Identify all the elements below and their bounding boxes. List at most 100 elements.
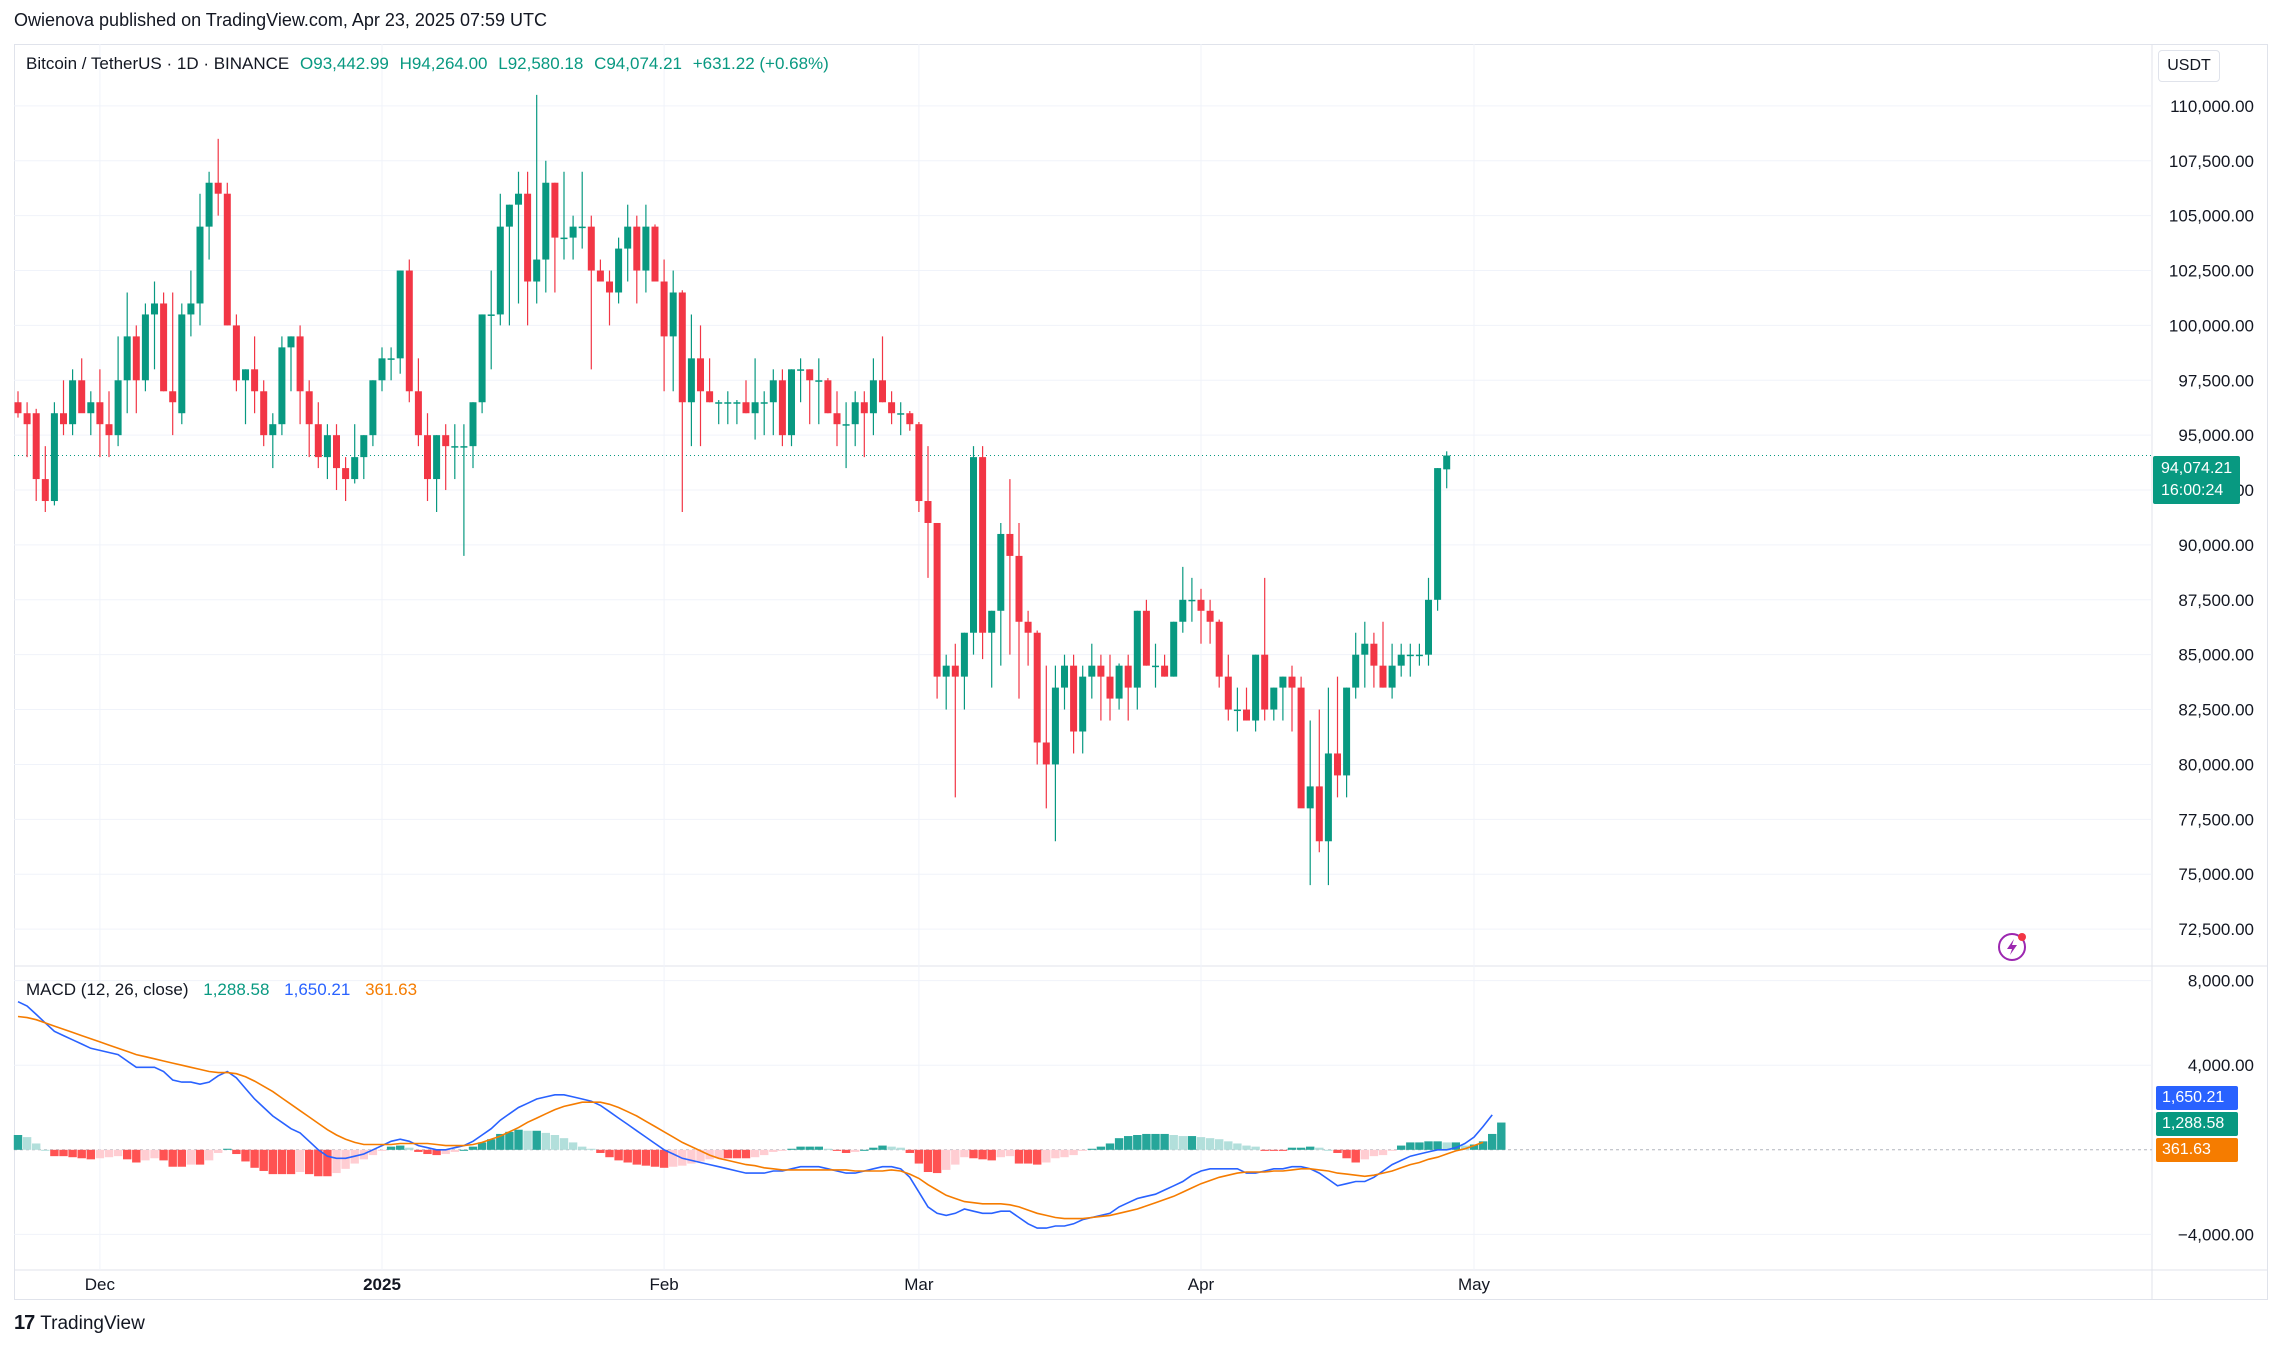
macd-histogram-bar [1151, 1133, 1160, 1150]
candle-body [1406, 654, 1414, 657]
candle-body [1288, 676, 1296, 688]
candle-body [733, 402, 741, 404]
candle-body [32, 413, 40, 480]
candle-body [587, 226, 595, 271]
candle-body [633, 226, 641, 271]
macd-histogram-bar [1478, 1141, 1488, 1150]
macd-histogram-bar [623, 1149, 632, 1163]
macd-histogram-bar [386, 1146, 396, 1150]
candle-body [1361, 643, 1369, 655]
symbol-name[interactable]: Bitcoin / TetherUS · 1D · BINANCE [26, 54, 290, 73]
macd-histogram-bar [1014, 1149, 1024, 1164]
candle-body [1388, 665, 1396, 688]
candle-body [469, 402, 477, 447]
candle-body [187, 303, 195, 315]
macd-line-value: 1,650.21 [284, 980, 351, 999]
candle-body [915, 424, 923, 502]
candle-body [1379, 665, 1387, 688]
macd-histogram-bar [1278, 1149, 1288, 1151]
macd-histogram-bar [295, 1149, 305, 1173]
macd-histogram-bar [514, 1129, 523, 1150]
macd-histogram-bar [878, 1145, 887, 1150]
candle-body [551, 182, 559, 238]
macd-histogram-bar [978, 1149, 987, 1160]
candle-body [1006, 533, 1014, 556]
candle-body [742, 402, 750, 414]
candle-body [487, 314, 495, 316]
macd-histogram-bar [1160, 1133, 1169, 1150]
macd-histogram-bar [851, 1149, 860, 1152]
candle-body [842, 424, 850, 426]
macd-histogram-bar [1078, 1149, 1087, 1151]
macd-histogram-bar [787, 1148, 796, 1150]
macd-histogram-bar [550, 1135, 560, 1150]
price-tick-label: 107,500.00 [2169, 152, 2254, 171]
candle-body [114, 380, 122, 436]
macd-histogram-bar [1442, 1142, 1451, 1150]
macd-histogram-bar [632, 1149, 641, 1165]
tradingview-logo-icon[interactable]: 17 [14, 1312, 35, 1334]
notification-dot-icon [2018, 933, 2026, 941]
candle-body [160, 303, 168, 392]
candle-body [1279, 676, 1287, 688]
macd-tick-label: 4,000.00 [2188, 1056, 2254, 1075]
price-tick-label: 102,500.00 [2169, 262, 2254, 281]
candle-body [1024, 621, 1032, 633]
candle-body [560, 237, 568, 240]
macd-histogram-bar [95, 1149, 105, 1159]
macd-indicator-name[interactable]: MACD (12, 26, close) [26, 980, 189, 999]
macd-histogram-bar [1133, 1135, 1142, 1150]
macd-histogram-bar [104, 1149, 114, 1158]
candle-body [1443, 455, 1451, 470]
footer-brand[interactable]: TradingView [40, 1312, 145, 1334]
macd-histogram-bar [1460, 1145, 1470, 1150]
macd-histogram-bar [1324, 1149, 1333, 1151]
macd-histogram-bar [1433, 1141, 1442, 1150]
macd-histogram-bar [769, 1149, 778, 1152]
candle-body [1370, 643, 1378, 666]
currency-button[interactable]: USDT [2158, 50, 2220, 82]
macd-histogram-bar [59, 1149, 68, 1157]
macd-histogram-bar [832, 1149, 842, 1151]
candle-body [788, 369, 795, 436]
candle-body [296, 336, 304, 392]
candle-body [424, 435, 431, 480]
macd-histogram-bar [423, 1149, 432, 1155]
candle-body [1051, 687, 1059, 765]
price-tick-label: 80,000.00 [2178, 755, 2254, 774]
macd-histogram-bar [487, 1139, 496, 1150]
candle-body [1397, 654, 1405, 666]
candle-body [942, 665, 950, 677]
macd-histogram-bar [41, 1149, 50, 1151]
candle-body [151, 303, 158, 315]
macd-histogram-bar [32, 1143, 41, 1150]
macd-histogram-bar [687, 1149, 696, 1164]
macd-tick-label: 8,000.00 [2188, 972, 2254, 991]
macd-histogram-bar [86, 1149, 95, 1160]
macd-histogram-bar [113, 1149, 123, 1157]
macd-histogram-bar [650, 1149, 660, 1167]
macd-histogram-bar [887, 1146, 896, 1150]
macd-histogram-bar [414, 1149, 423, 1152]
macd-histogram-bar [614, 1149, 623, 1161]
candle-body [1161, 665, 1169, 677]
macd-histogram-bar [68, 1149, 77, 1158]
candle-body [260, 391, 268, 436]
candle-body [342, 468, 350, 480]
candle-body [1197, 599, 1205, 611]
candle-body [323, 435, 331, 458]
candle-body [1215, 621, 1223, 677]
candle-body [1015, 555, 1023, 622]
candle-body [606, 281, 613, 293]
macd-tick-label: −4,000.00 [2178, 1225, 2254, 1244]
candle-body [132, 336, 140, 381]
macd-histogram-bar [860, 1149, 869, 1151]
candle-body [451, 446, 459, 448]
macd-histogram-bar [477, 1142, 487, 1150]
macd-histogram-bar [960, 1149, 969, 1158]
macd-histogram-bar [1251, 1146, 1260, 1150]
macd-histogram-bar [1196, 1137, 1206, 1150]
candle-body [1179, 599, 1187, 622]
macd-histogram-bar [286, 1149, 296, 1175]
